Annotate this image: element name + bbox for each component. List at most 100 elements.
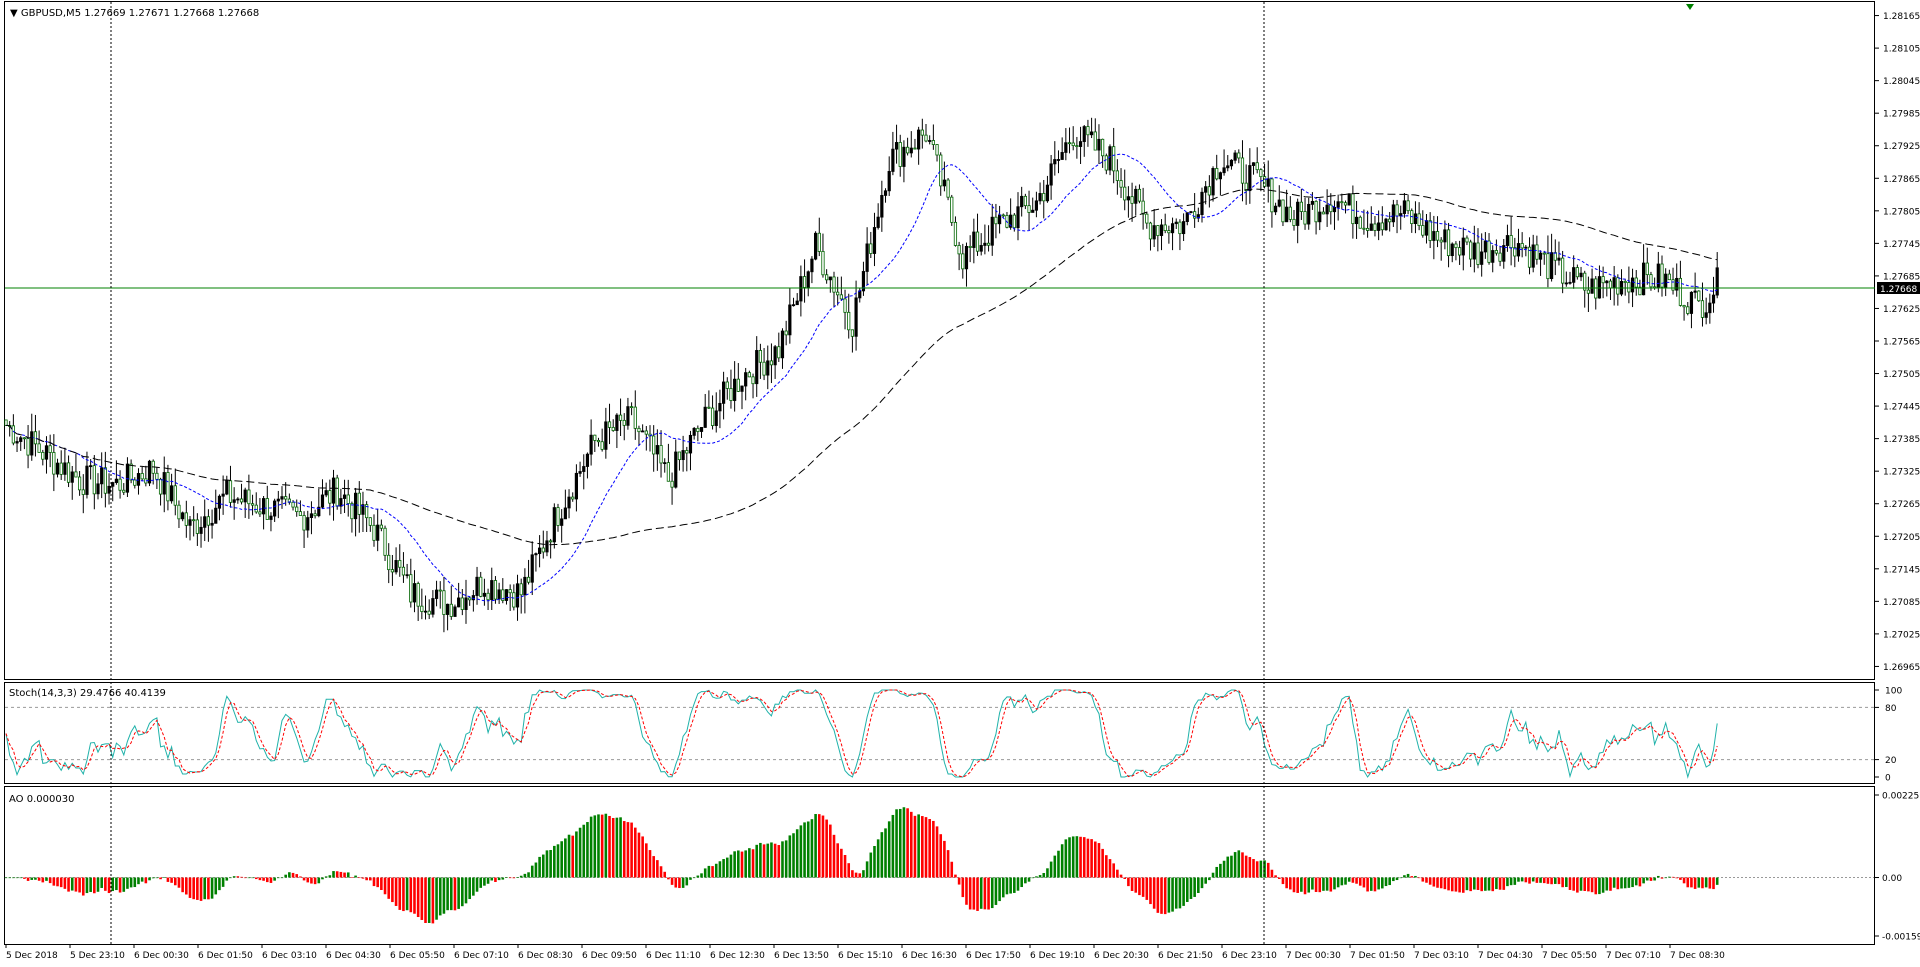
candle xyxy=(173,485,177,506)
candle xyxy=(357,492,361,515)
ao-bar xyxy=(1616,877,1620,890)
candle xyxy=(295,506,299,513)
stochastic-label: Stoch(14,3,3) 29.4766 40.4139 xyxy=(9,688,166,699)
candle xyxy=(571,496,575,500)
ao-bar xyxy=(1395,877,1399,881)
ao-bar xyxy=(1550,877,1553,885)
ao-bar xyxy=(1473,877,1476,890)
candle xyxy=(1078,141,1083,147)
ao-bar xyxy=(148,877,151,881)
ao-bar xyxy=(1134,877,1138,893)
candle xyxy=(501,589,505,601)
candle xyxy=(519,583,523,596)
time-tick-label: 6 Dec 04:30 xyxy=(326,951,381,961)
candle xyxy=(552,507,556,543)
ao-bar xyxy=(4,877,8,879)
ao-bar xyxy=(210,877,214,899)
ao-bar xyxy=(755,844,759,878)
candle xyxy=(1406,200,1410,212)
candle xyxy=(236,498,240,501)
candle xyxy=(1104,155,1108,171)
candle xyxy=(1090,131,1094,136)
ao-bar xyxy=(512,877,516,879)
ao-bar xyxy=(1701,877,1704,889)
candle xyxy=(497,589,501,600)
price-tick-label: 1.27445 xyxy=(1883,403,1920,413)
candle xyxy=(342,494,347,499)
candle xyxy=(1009,214,1013,228)
candle xyxy=(1023,195,1027,207)
candle xyxy=(1366,227,1370,231)
candle xyxy=(699,427,704,432)
candle xyxy=(1469,241,1473,260)
ao-bar xyxy=(1068,837,1071,878)
candle xyxy=(1343,202,1348,206)
ao-bar xyxy=(1057,850,1060,878)
candle xyxy=(652,435,656,455)
ao-bar xyxy=(398,877,402,910)
stochastic-pane[interactable]: Stoch(14,3,3) 29.4766 40.4139 100 80 20 0 xyxy=(4,682,1903,784)
candle xyxy=(681,450,685,461)
ao-bar xyxy=(748,848,751,878)
ao-bar xyxy=(405,877,409,911)
ao-bar xyxy=(935,826,939,878)
ao-bar xyxy=(1233,852,1237,878)
ao-bar xyxy=(486,877,490,884)
ao-bar xyxy=(376,877,379,888)
price-pane[interactable]: ▼ GBPUSD,M5 1.27669 1.27671 1.27668 1.27… xyxy=(4,1,1920,680)
ao-bar xyxy=(1425,877,1428,883)
candle xyxy=(423,610,428,613)
candle xyxy=(1222,167,1226,174)
candle xyxy=(615,414,619,431)
candle xyxy=(1207,186,1211,196)
ao-bar xyxy=(1347,877,1351,882)
ao-bar xyxy=(1204,877,1207,884)
ao-bar xyxy=(1671,876,1675,878)
candle xyxy=(677,451,682,461)
candle xyxy=(365,504,369,519)
ao-bar xyxy=(527,872,530,878)
ao-bar xyxy=(1381,877,1384,889)
ao-bar xyxy=(1697,877,1701,888)
price-tick-label: 1.27805 xyxy=(1883,207,1920,217)
price-tick-label: 1.27565 xyxy=(1883,338,1920,348)
candle xyxy=(1616,277,1620,295)
ma-fast-line xyxy=(5,153,1718,602)
ao-bar xyxy=(965,877,968,905)
ao-bar xyxy=(1524,877,1528,883)
ao-bar xyxy=(93,877,96,894)
candle xyxy=(431,598,435,615)
candle xyxy=(1380,222,1384,231)
ao-bar xyxy=(737,850,740,878)
candle xyxy=(298,511,303,516)
candle xyxy=(313,513,317,517)
ao-bar xyxy=(427,877,431,923)
candle xyxy=(1369,223,1373,231)
candle xyxy=(177,504,181,520)
ao-bar xyxy=(1638,877,1642,887)
ao-bar xyxy=(549,849,552,878)
ao-bar xyxy=(1292,877,1296,893)
candle xyxy=(1016,206,1020,229)
candle xyxy=(133,479,137,486)
candle xyxy=(784,330,788,336)
candle xyxy=(740,385,744,392)
ao-bar xyxy=(1579,877,1583,891)
candle xyxy=(504,589,509,601)
ao-bar xyxy=(1480,877,1483,892)
ao-bar xyxy=(1064,839,1068,878)
candle xyxy=(409,574,413,603)
candle xyxy=(994,216,998,225)
price-tick-label: 1.27205 xyxy=(1883,533,1920,543)
trade-arrow-icon xyxy=(1686,4,1694,10)
ao-bar xyxy=(111,877,115,892)
stoch-tick-label: 80 xyxy=(1885,704,1897,714)
candle xyxy=(412,583,417,603)
candle xyxy=(324,490,328,496)
ao-bar xyxy=(924,817,928,878)
ao-bar xyxy=(645,843,648,878)
candle xyxy=(1159,224,1164,236)
ao-bar xyxy=(81,877,85,896)
